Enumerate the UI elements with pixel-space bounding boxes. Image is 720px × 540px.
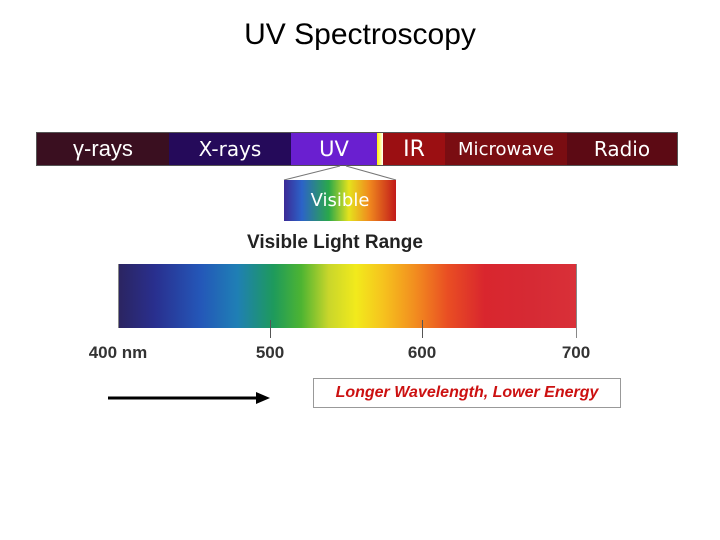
band-x-rays: X-rays [169,133,291,165]
tick-label-400: 400 nm [88,343,148,362]
band-visible-strip [377,133,383,165]
visible-label: Visible [310,190,370,211]
tick-line-600 [422,320,423,338]
tick-label-700: 700 [561,343,591,362]
band-gamma-label: γ-rays [73,136,133,161]
band-gamma-rays: γ-rays [37,133,169,165]
band-microwave-label: Microwave [458,138,554,160]
tick-line-700 [576,264,577,338]
tick-label-600: 600 [407,343,437,362]
band-radio-label: Radio [593,137,651,161]
visible-zoom-box: Visible [284,180,396,221]
connector-left-line [283,165,341,181]
connector-right-line [345,165,397,181]
tick-line-500 [270,320,271,338]
arrow-head-icon [256,392,270,404]
electromagnetic-spectrum-band: γ-rays X-rays UV IR Microwave Radio [36,132,678,166]
visible-range-title: Visible Light Range [247,232,423,253]
tick-line-400 [118,264,119,328]
band-xray-label: X-rays [198,137,262,161]
page-title: UV Spectroscopy [244,18,476,51]
band-radio: Radio [567,133,677,165]
band-microwave: Microwave [445,133,567,165]
tick-label-500: 500 [255,343,285,362]
band-uv-label: UV [319,137,349,161]
wavelength-energy-note: Longer Wavelength, Lower Energy [313,378,621,408]
band-ir: IR [383,133,445,165]
band-uv: UV [291,133,377,165]
visible-spectrum-gradient [118,264,576,328]
band-ir-label: IR [403,136,425,162]
